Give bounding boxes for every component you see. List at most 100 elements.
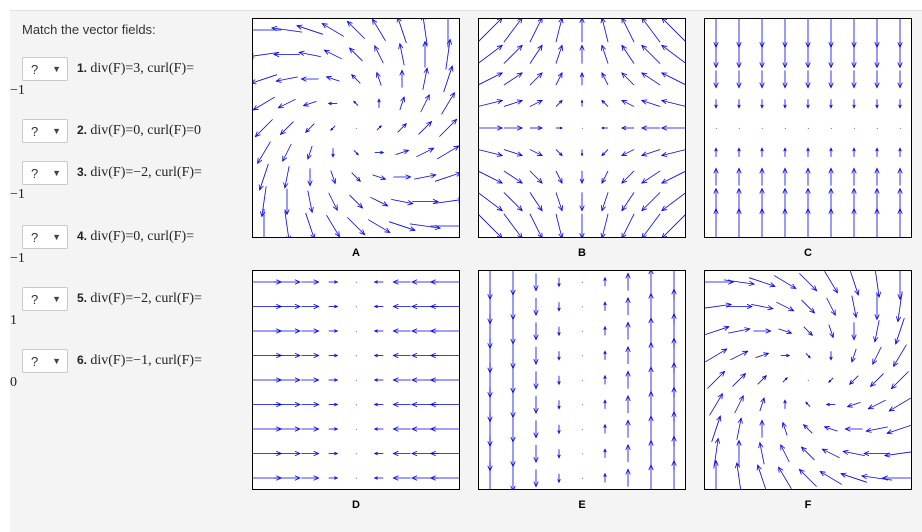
field-arrow: [555, 99, 563, 107]
plot-label-f: F: [804, 499, 812, 511]
field-arrow: [783, 99, 787, 109]
field-arrow: [370, 196, 389, 207]
field-arrow: [648, 317, 654, 344]
field-arrow: [581, 330, 583, 332]
field-arrow: [328, 427, 339, 431]
field-arrow: [782, 187, 788, 215]
field-arrow: [707, 370, 726, 389]
field-arrow: [478, 44, 503, 64]
plot-frame: [704, 18, 912, 238]
field-arrow: [805, 18, 811, 49]
field-arrow: [829, 99, 833, 109]
field-arrow: [325, 75, 340, 82]
field-arrow: [893, 344, 907, 368]
field-arrow: [828, 18, 834, 49]
field-arrow: [581, 355, 583, 357]
field-arrow: [863, 450, 890, 457]
answer-select-1[interactable]: ? ▼: [22, 57, 68, 81]
field-arrow: [441, 91, 455, 115]
field-arrow: [355, 281, 357, 283]
field-arrow: [798, 468, 817, 487]
field-arrow: [726, 303, 753, 310]
field-arrow: [328, 451, 339, 456]
field-arrow: [874, 167, 880, 186]
field-arrow: [355, 306, 357, 308]
field-arrow: [805, 187, 811, 215]
field-arrow: [298, 50, 321, 58]
field-arrow: [429, 352, 460, 359]
field-arrow: [510, 367, 516, 394]
field-arrow: [883, 451, 912, 458]
field-arrow: [375, 71, 382, 86]
field-arrow: [875, 147, 879, 157]
field-arrow: [429, 328, 460, 334]
field-arrow: [529, 18, 543, 43]
field-arrow: [373, 402, 384, 407]
field-arrow: [736, 417, 743, 440]
field-arrow: [555, 18, 564, 43]
field-arrow: [557, 424, 561, 435]
field-arrow: [714, 99, 718, 109]
field-arrow: [851, 18, 857, 49]
field-arrow: [713, 70, 719, 89]
answer-select-4[interactable]: ? ▼: [22, 225, 68, 249]
answer-select-5[interactable]: ? ▼: [22, 287, 68, 311]
field-arrow: [888, 397, 911, 412]
field-arrow: [328, 304, 339, 309]
answer-select-2[interactable]: ? ▼: [22, 119, 68, 143]
field-arrow: [557, 473, 561, 484]
field-arrow: [894, 317, 905, 345]
field-arrow: [581, 428, 583, 430]
field-arrow: [392, 279, 411, 285]
field-arrow: [660, 72, 686, 86]
field-arrow: [414, 173, 437, 180]
field-arrow: [392, 450, 411, 457]
field-arrow: [307, 190, 314, 214]
field-arrow: [867, 399, 886, 410]
field-arrow: [355, 453, 357, 455]
field-arrow: [503, 170, 523, 184]
field-arrow: [849, 270, 860, 296]
field-arrow: [799, 273, 818, 292]
vector-field-plot-f: [704, 270, 912, 490]
field-arrow: [756, 464, 767, 490]
field-arrow: [579, 170, 585, 185]
field-arrow: [826, 297, 836, 316]
field-arrow: [874, 293, 880, 321]
field-arrow: [641, 18, 661, 43]
field-arrow: [881, 475, 912, 481]
field-arrow: [328, 280, 339, 284]
field-arrow: [274, 328, 301, 334]
field-arrow: [351, 172, 362, 183]
answer-select-3[interactable]: ? ▼: [22, 161, 68, 185]
field-arrow: [625, 419, 631, 438]
field-arrow: [374, 45, 384, 64]
field-arrow: [373, 329, 384, 333]
chevron-down-icon: ▼: [52, 126, 61, 136]
field-arrow: [705, 348, 728, 363]
field-arrow: [625, 345, 631, 365]
field-arrow: [302, 100, 317, 107]
field-arrow: [429, 303, 460, 310]
field-arrow: [851, 322, 857, 341]
field-arrow: [252, 96, 275, 111]
field-arrow: [899, 127, 901, 129]
field-arrow: [738, 127, 740, 129]
field-arrow: [355, 404, 357, 406]
field-arrow: [348, 47, 363, 62]
field-arrow: [529, 100, 543, 107]
question-label: 1. div(F)=3, curl(F)=: [77, 61, 195, 76]
field-arrow: [842, 449, 865, 457]
field-arrow: [851, 187, 857, 215]
field-arrow: [579, 213, 585, 238]
field-arrow: [600, 213, 609, 238]
field-arrow: [373, 451, 384, 456]
field-arrow: [301, 352, 320, 359]
answer-select-6[interactable]: ? ▼: [22, 349, 68, 373]
field-arrow: [328, 329, 339, 333]
field-arrow: [388, 221, 416, 232]
field-arrow: [640, 125, 661, 131]
field-arrow: [355, 379, 357, 381]
field-arrow: [429, 475, 460, 481]
field-arrow: [761, 127, 763, 129]
